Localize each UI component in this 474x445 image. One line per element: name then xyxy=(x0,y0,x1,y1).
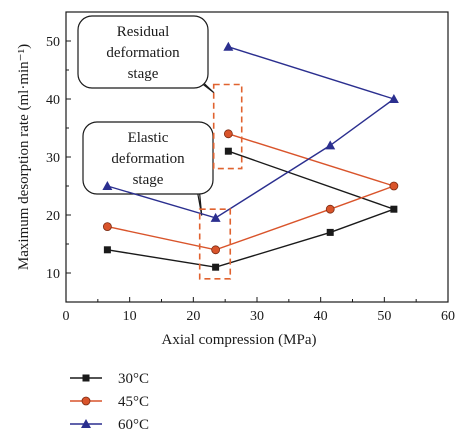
callout-label: deformation xyxy=(111,151,185,167)
x-tick-label: 20 xyxy=(186,309,200,324)
legend-marker-30°C xyxy=(82,374,90,382)
callout-label: Residual xyxy=(117,24,170,40)
data-point-30°C xyxy=(103,246,111,254)
callout-label: stage xyxy=(128,66,159,82)
x-tick-label: 60 xyxy=(441,309,455,324)
callout-label: Elastic xyxy=(128,130,169,146)
data-point-30°C xyxy=(390,205,398,213)
series-line-60°C xyxy=(107,98,395,219)
callout-bubble xyxy=(77,15,209,89)
callout-label: deformation xyxy=(106,45,180,61)
x-tick-label: 30 xyxy=(250,309,264,324)
data-point-30°C xyxy=(212,263,220,271)
callout-joint xyxy=(187,69,200,83)
data-point-30°C xyxy=(326,228,334,236)
x-tick-label: 40 xyxy=(314,309,328,324)
callout-label: stage xyxy=(133,172,164,188)
legend-label-60°C: 60°C xyxy=(118,417,149,433)
series-line-60°C xyxy=(228,46,395,100)
y-axis-title: Maximum desorption rate (ml·min⁻¹) xyxy=(16,44,32,270)
data-point-60°C xyxy=(210,212,221,222)
series-line-30°C xyxy=(228,150,395,210)
x-tick-label: 0 xyxy=(63,309,70,324)
x-axis-title: Axial compression (MPa) xyxy=(162,332,317,348)
x-tick-label: 10 xyxy=(123,309,137,324)
legend-label-30°C: 30°C xyxy=(118,371,149,387)
data-point-45°C xyxy=(223,129,233,139)
y-tick-label: 20 xyxy=(46,209,60,224)
data-point-60°C xyxy=(223,41,234,51)
x-tick-label: 50 xyxy=(377,309,391,324)
series-line-45°C xyxy=(228,133,395,187)
legend-label-45°C: 45°C xyxy=(118,394,149,410)
data-point-60°C xyxy=(102,181,113,190)
highlight-box xyxy=(212,83,243,170)
highlight-box xyxy=(198,208,232,280)
y-tick-label: 30 xyxy=(46,151,60,166)
y-tick-label: 10 xyxy=(46,267,60,282)
data-point-60°C xyxy=(388,94,399,103)
legend-marker-45°C xyxy=(81,396,91,406)
data-point-45°C xyxy=(389,181,399,191)
data-point-45°C xyxy=(325,204,335,214)
data-point-45°C xyxy=(102,222,112,232)
data-point-30°C xyxy=(224,147,232,155)
series-line-30°C xyxy=(107,208,395,268)
legend-marker-60°C xyxy=(81,419,91,428)
callout-joint xyxy=(189,162,198,176)
y-tick-label: 50 xyxy=(46,35,60,50)
data-point-60°C xyxy=(325,140,336,150)
series-line-45°C xyxy=(107,185,395,251)
y-tick-label: 40 xyxy=(46,93,60,108)
data-point-45°C xyxy=(211,245,221,255)
